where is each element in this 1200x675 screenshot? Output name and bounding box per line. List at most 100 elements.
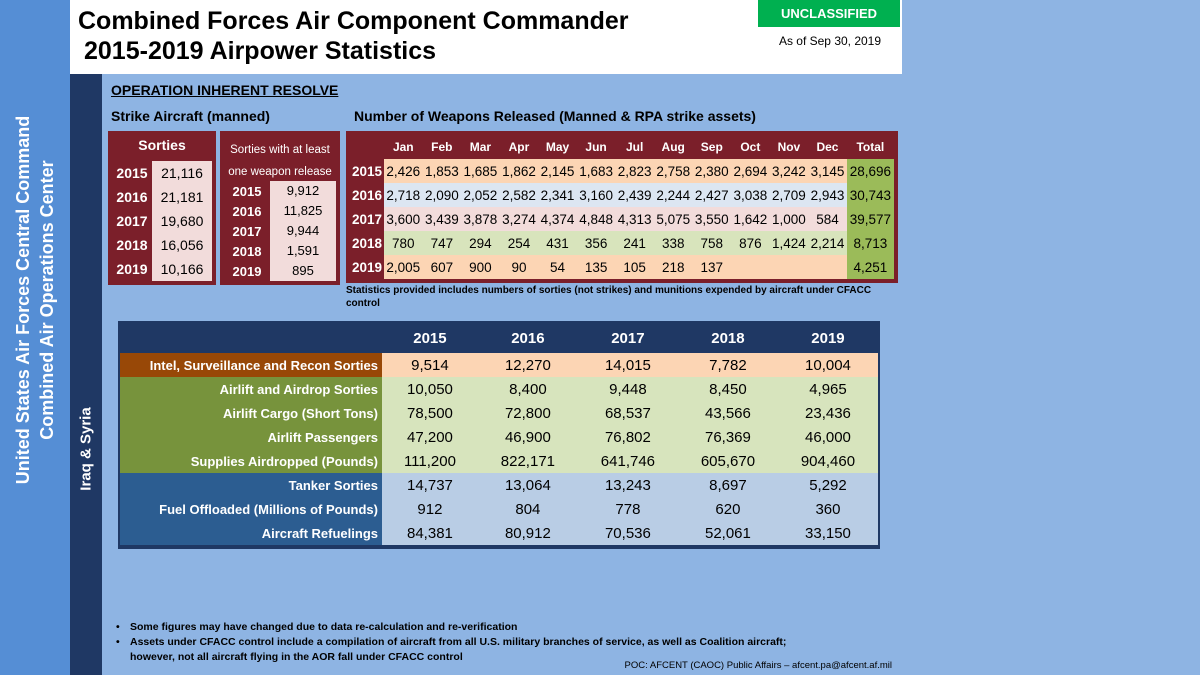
weapons-year: 2015 — [350, 159, 384, 183]
stats-table: 2015 2016 2017 2018 2019 Intel, Surveillance… — [120, 323, 878, 545]
weapons-cell: 431 — [538, 231, 577, 255]
left-sidebar: United States Air Forces Central Command… — [0, 0, 70, 675]
weapons-col-header: May — [545, 140, 570, 154]
stats-cell: 10,004 — [777, 353, 878, 377]
weapons-col-header: Mar — [469, 140, 492, 154]
weapons-cell: 2,943 — [808, 183, 847, 207]
stats-year-header: 2017 — [611, 329, 645, 347]
stats-cell: 12,270 — [477, 353, 578, 377]
weapons-header-row: Jan Feb Mar Apr May Jun Jul Aug Sep Oct Nov Dec Tota… — [350, 135, 894, 159]
stats-cell: 620 — [677, 497, 778, 521]
stats-cell: 72,800 — [477, 401, 578, 425]
weapons-cell: 3,160 — [576, 183, 616, 207]
weapons-year: 2019 — [350, 255, 384, 279]
stats-cell: 14,737 — [382, 473, 478, 497]
weapons-cell: 218 — [653, 255, 693, 279]
stats-cell: 33,150 — [777, 521, 878, 545]
weapons-cell: 1,862 — [499, 159, 539, 183]
weapons-cell: 254 — [499, 231, 539, 255]
poc-contact: POC: AFCENT (CAOC) Public Affairs – afce… — [624, 660, 892, 671]
weapons-total: 28,696 — [846, 159, 894, 183]
page-title: Combined Forces Air Component Commander … — [78, 6, 629, 66]
weapons-cell: 1,685 — [461, 159, 500, 183]
sorties-weapon-value: 9,944 — [270, 221, 336, 241]
footnote-1: Some figures may have changed due to dat… — [116, 620, 886, 635]
weapons-row: 2015 2,426 1,853 1,685 1,862 2,145 1,683 2,823 2… — [350, 159, 894, 183]
as-of-date: As of Sep 30, 2019 — [778, 34, 882, 48]
stats-cell: 904,460 — [777, 449, 878, 473]
weapons-cell: 2,005 — [384, 255, 423, 279]
sorties-weapon-header-line-2: one weapon release — [228, 166, 332, 178]
stats-row: Aircraft Refuelings 84,381 80,912 70,536 52,… — [120, 521, 878, 545]
stats-year-header: 2018 — [711, 329, 745, 347]
sorties-weapon-header-line-1: Sorties with at least — [230, 144, 330, 156]
sorties-weapon-value: 895 — [270, 261, 336, 281]
stats-cell: 46,900 — [477, 425, 578, 449]
weapons-col-header: Jan — [392, 140, 414, 154]
weapons-row: 2018 780 747 294 254 431 356 241 338 758 876 1,424 2… — [350, 231, 894, 255]
stats-cell: 70,536 — [577, 521, 678, 545]
sorties-weapon-value: 1,591 — [270, 241, 336, 261]
weapons-released-title: Number of Weapons Released (Manned & RPA… — [354, 108, 756, 124]
sorties-weapon-row: 2018 1,591 — [224, 241, 336, 261]
weapons-cell: 1,853 — [422, 159, 462, 183]
stats-row-label: Airlift Cargo (Short Tons) — [120, 401, 382, 425]
stats-row: Airlift Passengers 47,200 46,900 76,802 76,3… — [120, 425, 878, 449]
weapons-year: 2016 — [350, 183, 384, 207]
weapons-cell — [808, 255, 847, 279]
footnote-2-line-2: however, not all aircraft flying in the … — [130, 651, 463, 663]
weapons-cell: 584 — [808, 207, 847, 231]
weapons-col-header: Total — [856, 140, 885, 154]
stats-year-header: 2015 — [413, 329, 447, 347]
header: Combined Forces Air Component Commander … — [70, 0, 902, 74]
weapons-cell: 758 — [692, 231, 732, 255]
weapons-cell: 1,683 — [576, 159, 616, 183]
stats-header-corner — [120, 323, 382, 353]
stats-cell: 84,381 — [382, 521, 478, 545]
weapons-body: 2015 2,426 1,853 1,685 1,862 2,145 1,683 2,823 2… — [350, 159, 894, 279]
stats-cell: 7,782 — [677, 353, 778, 377]
stats-cell: 43,566 — [677, 401, 778, 425]
weapons-cell: 2,439 — [615, 183, 654, 207]
footnote-2: Assets under CFACC control include a com… — [116, 635, 886, 665]
weapons-col-header: Jun — [585, 140, 607, 154]
sorties-row: 2018 16,056 — [112, 233, 212, 257]
weapons-col-header: Dec — [816, 140, 839, 154]
sorties-weapon-row: 2015 9,912 — [224, 181, 336, 201]
sorties-weapon-row: 2019 895 — [224, 261, 336, 281]
stats-cell: 52,061 — [677, 521, 778, 545]
weapons-cell: 2,145 — [538, 159, 577, 183]
stats-cell: 912 — [382, 497, 478, 521]
weapons-cell: 3,600 — [384, 207, 423, 231]
sorties-weapon-row: 2017 9,944 — [224, 221, 336, 241]
weapons-table: Jan Feb Mar Apr May Jun Jul Aug Sep Oct Nov Dec Tota… — [350, 135, 894, 279]
weapons-cell: 2,709 — [769, 183, 809, 207]
weapons-cell: 3,145 — [808, 159, 847, 183]
weapons-cell: 338 — [653, 231, 693, 255]
stats-year-header: 2016 — [511, 329, 545, 347]
weapons-cell: 54 — [538, 255, 577, 279]
weapons-cell: 2,427 — [692, 183, 732, 207]
weapons-cell: 356 — [576, 231, 616, 255]
weapons-col-header: Nov — [777, 140, 801, 154]
stats-cell: 13,243 — [577, 473, 678, 497]
weapons-col-header: Apr — [508, 140, 530, 154]
weapons-cell: 2,426 — [384, 159, 423, 183]
sidebar-line-1: United States Air Forces Central Command — [13, 115, 33, 485]
sorties-year: 2019 — [116, 261, 148, 277]
stats-row-label: Airlift Passengers — [120, 425, 382, 449]
weapons-cell: 3,550 — [692, 207, 732, 231]
stats-row-label: Tanker Sorties — [120, 473, 382, 497]
stats-cell: 14,015 — [577, 353, 678, 377]
weapons-total: 8,713 — [846, 231, 894, 255]
stats-year-header: 2019 — [811, 329, 845, 347]
stats-cell: 46,000 — [777, 425, 878, 449]
sorties-value: 10,166 — [152, 257, 212, 281]
weapons-cell: 135 — [576, 255, 616, 279]
weapons-cell: 4,313 — [615, 207, 654, 231]
sorties-year: 2017 — [116, 213, 148, 229]
stats-cell: 641,746 — [577, 449, 678, 473]
stats-cell: 68,537 — [577, 401, 678, 425]
stats-row: Supplies Airdropped (Pounds) 111,200 822,1… — [120, 449, 878, 473]
weapons-cell — [731, 255, 770, 279]
